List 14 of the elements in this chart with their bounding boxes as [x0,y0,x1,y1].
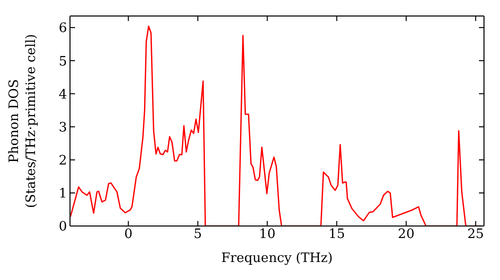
x-tick-label: 10 [259,227,276,242]
x-axis-title: Frequency (THz) [221,251,333,266]
x-tick-label: 20 [398,227,414,242]
x-tick-label: 25 [467,227,484,242]
x-tick-label: 15 [328,227,346,242]
y-axis-title: Phonon DOS (States/THz·primitive cell) [7,34,39,208]
x-tick-label: 0 [124,227,132,242]
y-tick-label: 2 [58,153,67,168]
x-tick-label: 5 [194,227,202,242]
y-tick-label: 1 [58,186,67,202]
y-tick-label: 3 [58,120,67,136]
y-tick-label: 6 [58,21,67,36]
y-tick-label: 4 [58,87,67,102]
y-tick-label: 5 [58,54,67,70]
